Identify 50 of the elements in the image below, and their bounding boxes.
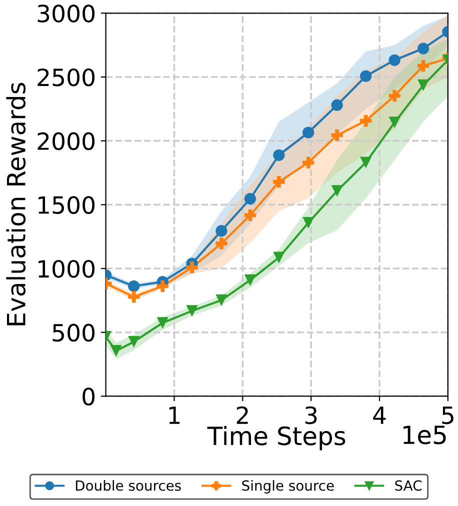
point (388, 116, 400, 128)
point (128, 336, 140, 348)
point (417, 79, 430, 91)
point (417, 42, 430, 54)
point (331, 185, 343, 197)
y-tick-label: 0 (82, 388, 95, 406)
point (360, 70, 372, 82)
x-tick-label: 4 (373, 406, 386, 424)
point (128, 291, 140, 303)
legend-label: Single source (242, 480, 334, 494)
y-tick-label: 3000 (38, 4, 95, 22)
point (302, 126, 314, 138)
point (186, 305, 198, 317)
point (156, 280, 168, 292)
point (388, 54, 400, 66)
x-axis-title: Time Steps (207, 426, 346, 450)
x-tick-label: 2 (236, 406, 248, 424)
point (302, 217, 314, 229)
point (302, 156, 314, 168)
x-tick-label: 5 (442, 406, 454, 424)
point (388, 90, 400, 102)
point (360, 114, 372, 127)
point (216, 294, 228, 306)
text: 1e5 (403, 426, 446, 444)
point (273, 149, 285, 161)
x-tick-label: 3 (305, 406, 317, 424)
y-tick-label: 2500 (38, 68, 95, 86)
point (331, 129, 343, 142)
point (128, 280, 140, 292)
point (273, 176, 285, 188)
point (156, 317, 168, 329)
y-tick-label: 1000 (38, 260, 95, 278)
point (216, 225, 228, 237)
point (186, 262, 198, 274)
y-tick-label: 500 (52, 324, 95, 342)
point (360, 156, 372, 168)
point (244, 274, 256, 286)
point (244, 209, 256, 221)
y-tick-label: 2000 (38, 132, 95, 150)
y-tick-label: 1500 (38, 196, 95, 214)
x-tick-label: 1 (169, 406, 180, 424)
legend-label: SAC (395, 480, 422, 491)
point (273, 252, 285, 264)
point (417, 60, 430, 72)
point (331, 99, 343, 111)
point (244, 192, 256, 205)
legend-label: Double sources (76, 480, 181, 491)
point (216, 238, 228, 250)
point (110, 345, 122, 357)
y-axis-title: Evaluation Rewards (6, 82, 26, 326)
